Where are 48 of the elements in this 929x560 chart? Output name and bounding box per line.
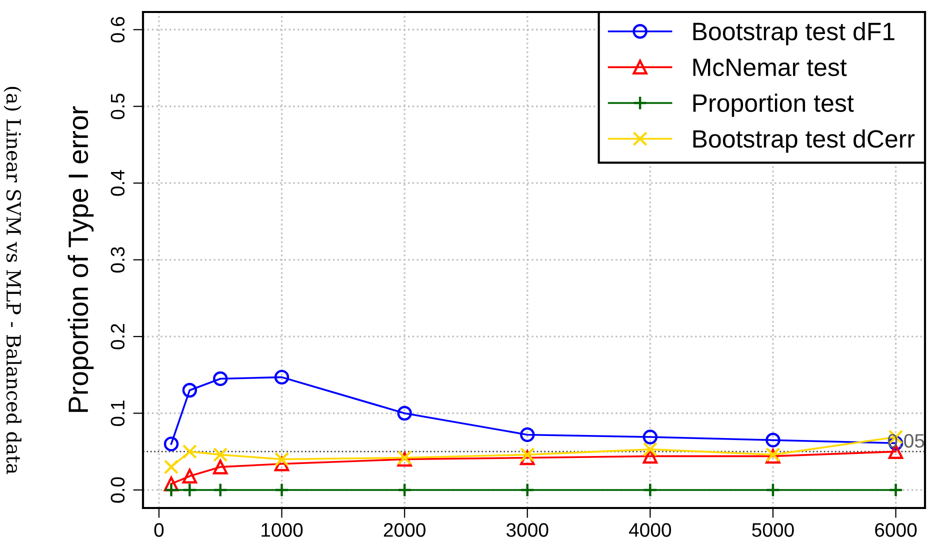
x-tick-label: 6000: [875, 523, 917, 537]
legend-label: Proportion test: [693, 94, 854, 117]
point: [213, 447, 228, 462]
legend-label: Bootstrap test dCerr: [693, 129, 915, 153]
y-tick-label: 0.3: [110, 247, 125, 273]
x-tick-label: 5000: [752, 523, 794, 537]
y-axis-title: Proportion of Type I error: [68, 106, 94, 412]
point: [164, 460, 179, 474]
point: [274, 452, 290, 467]
y-tick-label: 0.5: [110, 94, 125, 120]
point: [182, 382, 198, 398]
y-tick-label: 0.1: [110, 400, 125, 426]
point: [164, 482, 179, 498]
point: [164, 436, 179, 452]
y-tick-label: 0.6: [110, 16, 125, 42]
legend-label: McNemar test: [693, 58, 847, 76]
point: [213, 371, 228, 386]
point: [520, 450, 535, 466]
point: [182, 444, 198, 459]
point: [274, 456, 290, 472]
text: (a) Linear SVM vs MLP - Balanced data: [4, 86, 22, 474]
y-tick-label: 0.4: [110, 170, 125, 196]
point: [888, 482, 904, 498]
point: [520, 427, 535, 442]
point: [642, 482, 658, 498]
point: [213, 460, 228, 474]
point: [182, 468, 198, 484]
point: [274, 370, 290, 385]
point: [213, 482, 228, 498]
point: [397, 482, 412, 498]
x-tick-label: 1000: [262, 523, 303, 537]
y-tick-label: 0.2: [110, 324, 125, 350]
point: [520, 447, 535, 462]
point: [642, 442, 658, 457]
x-tick-label: 0: [154, 523, 164, 537]
point: [520, 482, 535, 498]
point: [766, 432, 780, 448]
legend-label: Bootstrap test dF1: [693, 22, 894, 46]
point: [182, 482, 198, 498]
x-tick-label: 3000: [506, 523, 548, 537]
point: [766, 482, 780, 498]
point: [274, 482, 290, 498]
point: [642, 448, 658, 464]
point: [397, 406, 412, 421]
x-tick-label: 4000: [628, 523, 672, 537]
y-tick-label: 0.0: [110, 477, 125, 503]
point: [642, 430, 658, 444]
x-tick-label: 2000: [384, 523, 426, 537]
